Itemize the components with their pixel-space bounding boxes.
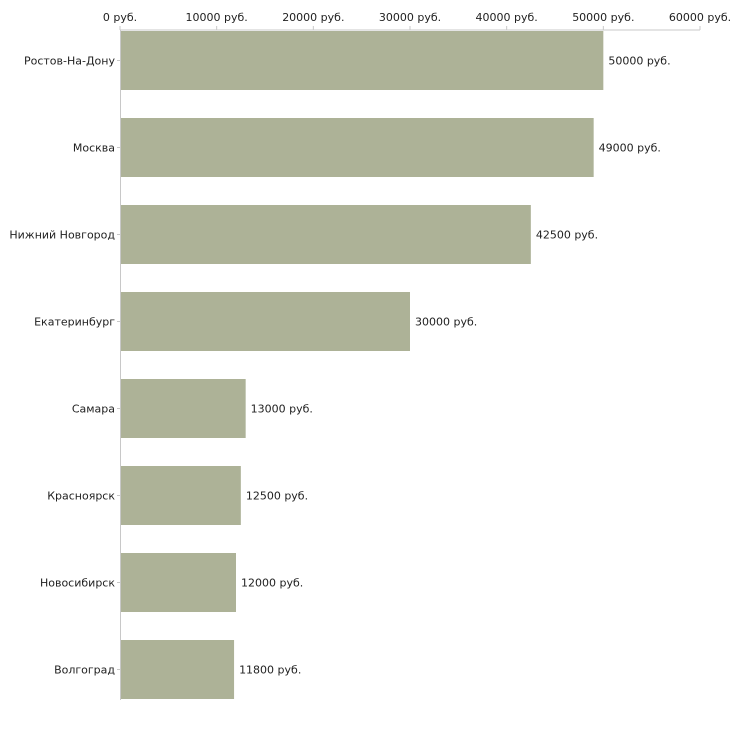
category-label: Ростов-На-Дону: [24, 55, 115, 68]
x-tick-label: 60000 руб.: [669, 11, 730, 24]
value-label: 12000 руб.: [241, 577, 303, 590]
category-label: Нижний Новгород: [9, 229, 115, 242]
bar: [121, 379, 246, 438]
category-label: Екатеринбург: [34, 316, 115, 329]
bars-layer: [121, 31, 604, 699]
bar: [121, 640, 235, 699]
category-label: Самара: [72, 403, 115, 416]
category-label: Волгоград: [54, 664, 115, 677]
category-label: Красноярск: [47, 490, 115, 503]
value-label: 13000 руб.: [251, 403, 313, 416]
bar: [121, 466, 241, 525]
x-tick-label: 30000 руб.: [379, 11, 441, 24]
x-tick-label: 10000 руб.: [186, 11, 248, 24]
value-label: 42500 руб.: [536, 229, 598, 242]
value-label: 50000 руб.: [608, 55, 670, 68]
value-label: 12500 руб.: [246, 490, 308, 503]
bar: [121, 205, 531, 264]
bar: [121, 31, 604, 90]
axis-layer: 0 руб. 10000 руб. 20000 руб. 30000 руб. 4000…: [103, 11, 730, 700]
x-tick-label: 40000 руб.: [476, 11, 538, 24]
bar: [121, 292, 410, 351]
labels-layer: Ростов-На-Дону 50000 руб. Москва 49000 руб.…: [9, 55, 670, 677]
category-label: Москва: [73, 142, 115, 155]
category-label: Новосибирск: [40, 577, 115, 590]
bar: [121, 553, 236, 612]
x-tick-label: 20000 руб.: [282, 11, 344, 24]
x-tick-label: 0 руб.: [103, 11, 137, 24]
value-label: 49000 руб.: [599, 142, 661, 155]
value-label: 30000 руб.: [415, 316, 477, 329]
x-tick-label: 50000 руб.: [572, 11, 634, 24]
bar: [121, 118, 594, 177]
value-label: 11800 руб.: [239, 664, 301, 677]
